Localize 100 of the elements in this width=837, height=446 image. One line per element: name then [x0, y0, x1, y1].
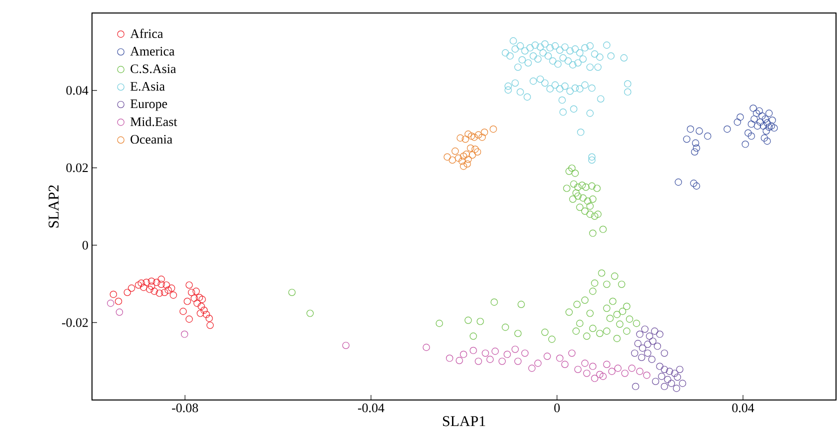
point: [186, 316, 193, 323]
point: [448, 156, 456, 164]
point: [162, 281, 170, 289]
point: [652, 378, 660, 386]
point: [544, 352, 551, 360]
point: [444, 153, 451, 161]
y-tick-label: 0: [82, 240, 88, 250]
point: [148, 282, 156, 290]
point: [568, 350, 576, 357]
point: [589, 362, 596, 370]
point: [638, 354, 646, 362]
point: [556, 354, 564, 362]
point: [200, 306, 208, 314]
point: [458, 158, 466, 165]
point: [752, 110, 760, 117]
point: [583, 370, 590, 377]
point: [683, 136, 690, 143]
point: [754, 122, 762, 130]
point: [628, 364, 636, 372]
point: [464, 160, 471, 168]
point: [206, 322, 214, 329]
point: [134, 281, 142, 289]
legend-label: America: [130, 46, 175, 56]
point: [114, 298, 122, 305]
y-tick-label: -0.02: [62, 318, 88, 328]
point: [456, 356, 463, 364]
point: [614, 364, 622, 372]
point: [596, 370, 604, 378]
point: [561, 360, 569, 368]
point: [474, 148, 482, 156]
point: [664, 376, 672, 384]
point: [704, 132, 712, 140]
legend-label: Oceania: [130, 134, 172, 144]
point: [446, 354, 454, 362]
point: [146, 286, 154, 293]
point: [160, 288, 168, 296]
point: [170, 292, 177, 299]
point: [164, 286, 172, 294]
point: [676, 366, 684, 374]
point: [765, 110, 773, 117]
point: [632, 382, 640, 390]
point: [190, 294, 198, 302]
point: [742, 140, 749, 148]
point: [180, 330, 188, 338]
point: [107, 300, 114, 307]
point: [480, 128, 488, 136]
point: [736, 114, 744, 121]
point: [756, 107, 763, 115]
point: [692, 144, 700, 152]
legend-label: Africa: [130, 28, 164, 38]
point: [196, 294, 204, 302]
point: [678, 380, 686, 387]
point: [660, 382, 668, 390]
point: [671, 370, 678, 377]
point: [124, 288, 131, 296]
point: [646, 332, 654, 340]
point: [521, 350, 529, 357]
point: [198, 296, 206, 303]
point: [660, 350, 668, 357]
point: [148, 278, 156, 285]
point: [656, 362, 664, 370]
x-axis-title: SLAP1: [443, 416, 486, 426]
point: [691, 148, 698, 156]
point: [765, 124, 773, 131]
x-tick-label: 0.04: [732, 404, 754, 412]
point: [748, 120, 755, 128]
point: [770, 124, 778, 132]
point: [486, 356, 494, 363]
point: [654, 342, 662, 350]
point: [498, 358, 506, 365]
point: [456, 134, 464, 142]
point: [158, 280, 165, 288]
point: [750, 104, 757, 112]
point: [644, 340, 652, 348]
point: [514, 358, 522, 365]
point: [668, 380, 675, 387]
point: [184, 298, 191, 305]
point: [168, 284, 176, 292]
y-tick-label: 0.02: [66, 163, 88, 172]
point: [138, 280, 145, 287]
point: [768, 122, 775, 130]
point: [193, 300, 201, 307]
point: [422, 344, 430, 351]
legend-label: E.Asia: [130, 82, 165, 91]
point: [454, 154, 462, 162]
x-tick-label: -0.04: [358, 404, 384, 412]
point: [128, 284, 136, 292]
point: [462, 136, 469, 143]
point: [466, 144, 474, 152]
point: [648, 356, 656, 363]
point: [464, 130, 472, 138]
point: [692, 182, 700, 190]
point: [744, 129, 752, 137]
point: [504, 350, 511, 358]
point: [762, 127, 770, 135]
point: [142, 278, 150, 286]
legend-label: C.S.Asia: [130, 64, 176, 74]
point: [764, 119, 771, 127]
point: [608, 368, 616, 375]
point: [492, 348, 499, 355]
